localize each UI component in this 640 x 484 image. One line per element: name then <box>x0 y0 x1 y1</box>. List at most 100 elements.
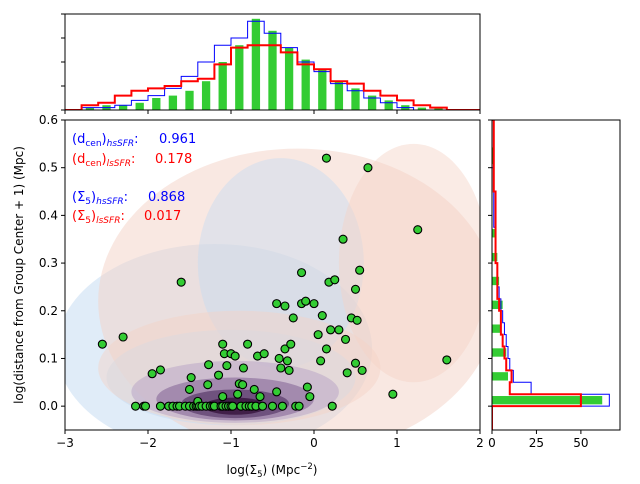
data-point-12 <box>176 277 186 287</box>
data-point-46 <box>238 363 248 373</box>
data-point-65 <box>282 356 292 366</box>
y-tick-label-6: 0.6 <box>39 113 58 127</box>
top-hist-bar-12 <box>268 30 277 110</box>
data-point-67 <box>286 339 296 349</box>
top-hist-bar-18 <box>367 95 377 110</box>
data-point-48 <box>243 339 253 349</box>
top-hist-bar-19 <box>384 100 393 110</box>
data-point-88 <box>340 334 351 344</box>
main-scatter-panel: −3 −2 −1 0 1 2 0.0 0.1 0.2 0.3 0.4 0.5 0.6 (dcen)hsS… <box>12 113 484 480</box>
right-histogram-frame <box>491 119 621 431</box>
y-tick-label-4: 0.4 <box>39 208 58 222</box>
right-x-tick-label-1: 25 <box>529 436 544 450</box>
right-x-tick-label-2: 50 <box>573 436 588 450</box>
data-point-59 <box>272 299 282 309</box>
y-tick-label-2: 0.2 <box>39 304 58 318</box>
data-point-0 <box>97 339 107 349</box>
data-point-63 <box>280 301 290 311</box>
data-point-99 <box>442 355 452 365</box>
data-point-75 <box>305 392 315 402</box>
data-point-79 <box>317 310 327 321</box>
data-point-4 <box>140 401 151 411</box>
top-hist-bar-15 <box>318 69 327 110</box>
right-histogram-content <box>492 120 610 430</box>
right-hist-bar-3 <box>492 372 508 381</box>
data-point-97 <box>388 389 398 399</box>
annotation-sigma5-ls: (Σ5)lsSFR: 0.017 <box>72 209 181 226</box>
data-point-15 <box>184 384 195 395</box>
data-point-56 <box>259 349 269 359</box>
top-histogram-content <box>65 18 480 110</box>
data-point-60 <box>274 353 284 364</box>
right-hist-bar-1 <box>492 396 603 405</box>
data-point-7 <box>155 401 165 411</box>
data-point-1 <box>118 332 128 342</box>
data-point-32 <box>218 339 228 349</box>
data-point-74 <box>302 382 312 392</box>
top-hist-bar-11 <box>251 18 261 110</box>
data-point-6 <box>155 365 165 375</box>
right-hist-bar-7 <box>492 324 501 333</box>
top-hist-hsSFR-step <box>65 20 480 110</box>
data-point-42 <box>233 389 243 399</box>
data-point-76 <box>309 299 319 309</box>
top-hist-bar-22 <box>434 107 443 110</box>
x-tick-label-0: −3 <box>56 436 74 450</box>
top-hist-bar-17 <box>351 88 360 110</box>
data-point-68 <box>288 313 298 323</box>
data-point-84 <box>327 401 337 411</box>
data-point-93 <box>352 315 362 325</box>
data-point-58 <box>272 387 282 397</box>
x-tick-label-3: 0 <box>310 436 318 450</box>
annotation-dcen-ls: (dcen)lsSFR: 0.178 <box>72 152 192 169</box>
top-hist-bar-8 <box>201 81 211 110</box>
top-hist-bar-4 <box>135 102 144 110</box>
data-point-24 <box>203 380 213 390</box>
data-point-54 <box>255 392 265 402</box>
top-hist-bar-9 <box>218 62 227 110</box>
y-tick-label-5: 0.5 <box>39 161 58 175</box>
right-histogram-panel: 0 25 50 <box>488 119 621 450</box>
data-point-77 <box>313 330 323 340</box>
top-hist-bar-7 <box>185 90 194 110</box>
right-hist-bar-11 <box>492 276 500 286</box>
y-tick-label-1: 0.1 <box>39 351 58 365</box>
data-point-61 <box>276 363 286 373</box>
top-hist-bar-13 <box>284 47 294 110</box>
data-point-98 <box>413 225 423 235</box>
data-point-31 <box>218 392 228 402</box>
right-histogram-ticks: 0 25 50 <box>488 119 589 450</box>
data-point-87 <box>338 234 348 244</box>
data-point-83 <box>326 325 336 335</box>
data-point-94 <box>355 265 365 275</box>
data-point-57 <box>267 401 278 411</box>
right-hist-bar-15 <box>492 229 496 238</box>
annotation-dcen-hs: (dcen)hsSFR: 0.961 <box>72 132 196 149</box>
x-axis-label: log(Σ5) (Mpc−2) <box>227 462 318 480</box>
data-point-55 <box>257 401 268 411</box>
main-frame <box>64 119 481 431</box>
top-hist-bar-21 <box>417 107 427 110</box>
data-point-29 <box>214 370 224 380</box>
data-point-81 <box>321 344 332 354</box>
annotation-sigma5-hs: (Σ5)hsSFR: 0.868 <box>72 190 185 207</box>
data-point-40 <box>228 401 238 411</box>
x-tick-label-5: 2 <box>476 436 484 450</box>
data-point-64 <box>280 344 290 354</box>
data-point-2 <box>131 401 141 411</box>
data-point-92 <box>350 358 361 368</box>
x-tick-label-2: −1 <box>222 436 240 450</box>
data-point-51 <box>249 384 259 395</box>
top-hist-bar-5 <box>152 98 161 110</box>
data-point-62 <box>277 401 288 411</box>
data-point-66 <box>284 365 294 375</box>
top-hist-bar-1 <box>85 107 95 110</box>
density-contour-3 <box>338 143 480 383</box>
top-hist-bar-10 <box>235 45 244 110</box>
top-hist-bar-6 <box>168 95 178 110</box>
top-hist-bar-16 <box>334 81 344 110</box>
data-point-45 <box>238 380 248 390</box>
data-point-71 <box>296 268 307 278</box>
